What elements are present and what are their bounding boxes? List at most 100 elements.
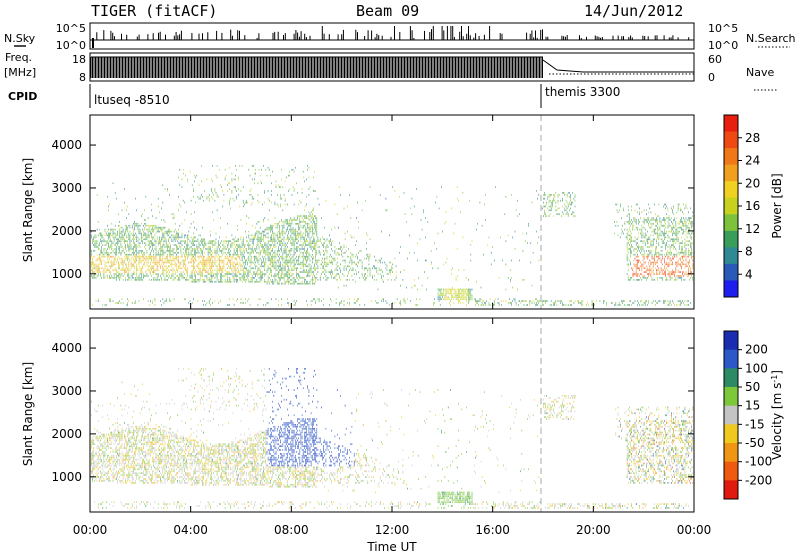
echo-cell: [276, 273, 278, 275]
echo-cell: [460, 302, 461, 304]
echo-cell: [301, 251, 303, 254]
echo-cell: [143, 224, 144, 227]
echo-cell: [351, 263, 353, 266]
echo-cell: [211, 263, 212, 266]
echo-cell: [124, 240, 125, 243]
echo-cell: [290, 257, 292, 260]
echo-cell: [314, 248, 315, 250]
cpid-strip: CPID ltuseq -8510 themis 3300: [8, 84, 620, 108]
echo-cell: [627, 209, 629, 212]
echo-cell: [343, 246, 345, 248]
echo-cell: [195, 275, 196, 277]
echo-cell: [111, 251, 113, 254]
echo-cell: [190, 277, 192, 279]
echo-cell: [248, 230, 250, 233]
echo-cell: [119, 230, 121, 233]
echo-cell: [108, 242, 109, 245]
echo-cell: [638, 222, 639, 225]
echo-cell: [282, 273, 284, 275]
echo-cell: [386, 269, 388, 272]
echo-cell: [212, 242, 213, 245]
echo-cell: [638, 219, 639, 221]
echo-cell: [298, 273, 300, 275]
echo-cell: [167, 232, 168, 235]
echo-cell: [287, 265, 288, 268]
echo-cell: [290, 265, 292, 268]
echo-cell: [333, 259, 335, 262]
echo-cell: [280, 244, 281, 246]
echo-cell: [107, 275, 108, 277]
echo-cell: [193, 267, 194, 270]
echo-cell: [258, 240, 260, 243]
nsky-right-tick-low: 10^0: [708, 39, 738, 52]
echo-cell: [283, 236, 285, 239]
echo-cell: [147, 224, 149, 227]
echo-cell: [241, 253, 243, 256]
echo-cell: [176, 230, 177, 233]
echo-cell: [637, 279, 638, 281]
echo-cell: [185, 240, 186, 243]
echo-cell: [281, 277, 283, 279]
echo-cell: [190, 271, 192, 273]
echo-cell: [143, 232, 144, 235]
echo-cell: [462, 296, 464, 299]
echo-cell: [144, 238, 146, 241]
echo-cell: [113, 257, 115, 260]
echo-cell: [148, 240, 150, 243]
echo-cell: [305, 230, 306, 233]
echo-cell: [136, 255, 138, 258]
echo-cell: [104, 304, 106, 306]
echo-cell: [365, 199, 366, 202]
echo-cell: [345, 279, 347, 281]
echo-cell: [146, 255, 148, 258]
nave-tick-low: 0: [708, 71, 715, 84]
echo-cell: [307, 244, 309, 246]
echo-cell: [273, 261, 275, 264]
echo-cell: [300, 238, 302, 241]
echo-cell: [190, 246, 192, 248]
echo-cell: [356, 300, 357, 302]
echo-cell: [236, 279, 237, 281]
echo-cell: [641, 248, 643, 250]
echo-cell: [281, 232, 283, 235]
echo-cell: [641, 269, 643, 272]
echo-cell: [237, 253, 238, 256]
echo-cell: [635, 226, 637, 229]
echo-cell: [555, 209, 557, 212]
echo-cell: [96, 265, 98, 268]
echo-cell: [112, 236, 114, 239]
echo-cell: [187, 238, 189, 241]
echo-cell: [120, 242, 122, 245]
echo-cell: [478, 300, 480, 302]
echo-cell: [467, 288, 468, 291]
echo-cell: [135, 244, 136, 246]
echo-cell: [302, 236, 304, 239]
echo-cell: [262, 261, 263, 264]
echo-cell: [284, 269, 286, 272]
echo-cell: [273, 234, 275, 237]
echo-cell: [340, 263, 341, 266]
echo-cell: [133, 238, 134, 241]
echo-cell: [137, 279, 139, 281]
echo-cell: [324, 226, 326, 229]
echo-cell: [615, 224, 617, 227]
echo-cell: [178, 232, 179, 235]
echo-cell: [299, 228, 301, 231]
echo-cell: [280, 267, 281, 270]
echo-cell: [266, 228, 268, 231]
echo-cell: [427, 277, 429, 279]
echo-cell: [208, 300, 210, 302]
echo-cell: [136, 257, 138, 260]
echo-cell: [632, 273, 634, 275]
echo-cell: [522, 232, 524, 235]
echo-cell: [281, 271, 283, 273]
echo-cell: [177, 269, 178, 272]
echo-cell: [463, 290, 465, 293]
echo-cell: [254, 236, 255, 239]
echo-cell: [129, 269, 131, 272]
echo-cell: [639, 246, 640, 248]
echo-cell: [139, 242, 141, 245]
echo-cell: [195, 250, 196, 252]
echo-cell: [379, 273, 381, 275]
echo-cell: [135, 302, 136, 304]
